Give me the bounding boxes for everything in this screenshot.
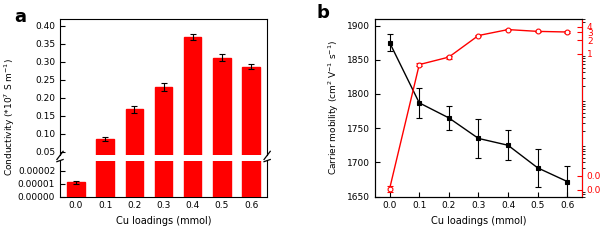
Bar	[213, 58, 230, 170]
Bar	[125, 109, 143, 170]
X-axis label: Cu loadings (mmol): Cu loadings (mmol)	[116, 216, 211, 226]
Bar	[184, 37, 202, 170]
Text: a: a	[14, 8, 26, 26]
Bar	[67, 183, 85, 197]
Bar	[242, 66, 260, 170]
Bar	[155, 87, 172, 170]
Bar	[155, 0, 172, 197]
Text: b: b	[317, 4, 330, 22]
Y-axis label: Carrier mobility (cm$^{2}$ V$^{-1}$ s$^{-1}$): Carrier mobility (cm$^{2}$ V$^{-1}$ s$^{…	[327, 40, 341, 175]
Text: Conductivity (*10$^{7}$ S m$^{-1}$): Conductivity (*10$^{7}$ S m$^{-1}$)	[3, 58, 17, 176]
X-axis label: Cu loadings (mmol): Cu loadings (mmol)	[431, 216, 526, 226]
Bar	[97, 0, 114, 197]
Bar	[184, 0, 202, 197]
Bar	[213, 0, 230, 197]
Bar	[125, 0, 143, 197]
Bar	[242, 0, 260, 197]
Bar	[97, 139, 114, 170]
